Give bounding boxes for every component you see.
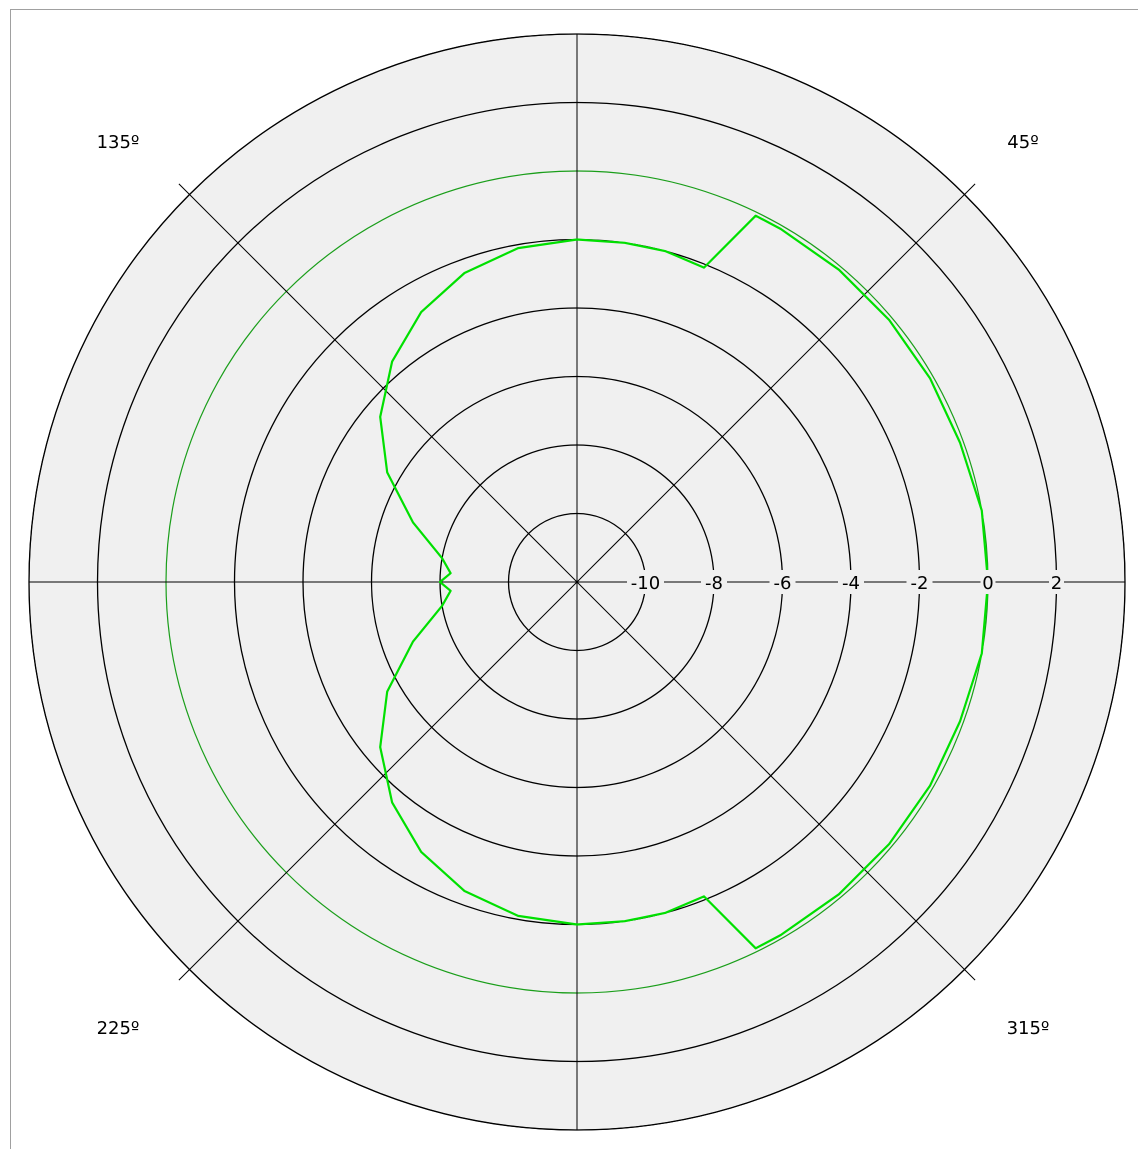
radial-tick-label: -2: [911, 573, 929, 594]
angle-label: 135º: [97, 132, 140, 153]
radial-tick-label: -4: [842, 573, 860, 594]
radial-tick-label: 2: [1051, 573, 1062, 594]
radial-tick-label: -10: [631, 573, 660, 594]
radial-tick-label: 0: [982, 573, 993, 594]
angle-label: 315º: [1007, 1018, 1050, 1039]
angle-label: 45º: [1007, 132, 1038, 153]
radial-tick-label: -6: [774, 573, 792, 594]
radial-tick-label: -8: [705, 573, 723, 594]
angle-label: 225º: [97, 1018, 140, 1039]
